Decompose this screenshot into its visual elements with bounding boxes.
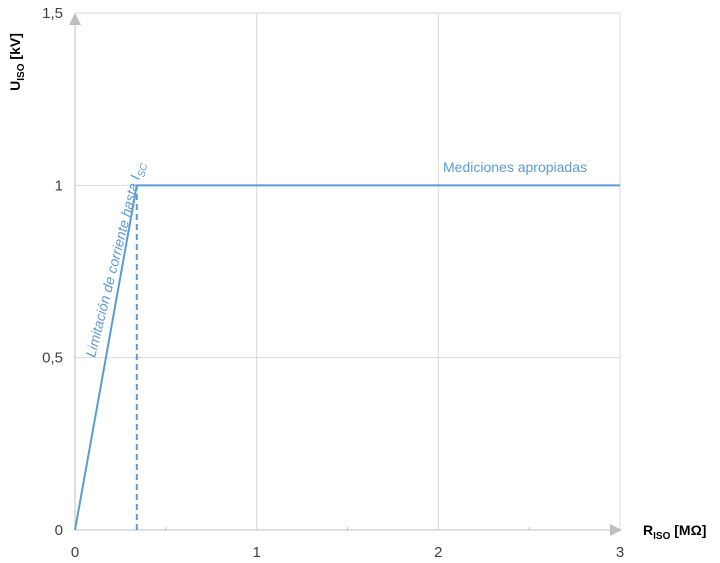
series-line [74, 184, 620, 531]
x-tick-label: 0 [71, 544, 79, 561]
y-tick-label: 0,5 [42, 350, 63, 367]
current-limitation-text: Limitación de corriente hasta I [82, 174, 143, 359]
x-tick-label: 1 [252, 544, 260, 561]
x-axis-arrow-icon [610, 524, 622, 536]
x-axis-title-main: R [643, 522, 653, 538]
y-tick-label: 1 [55, 177, 63, 194]
x-axis-title: RISO [MΩ] [643, 522, 706, 542]
grid [75, 12, 621, 530]
y-axis-title-sub: ISO [16, 63, 27, 80]
x-tick-label: 2 [434, 544, 442, 561]
y-axis-title-main: U [7, 81, 23, 91]
current-limitation-annotation: Limitación de corriente hasta ISC [82, 159, 150, 359]
y-tick-label: 0 [55, 522, 63, 539]
appropriate-measurements-annotation: Mediciones apropiadas [443, 159, 587, 175]
axes [69, 13, 622, 536]
y-axis-arrow-icon [69, 13, 81, 25]
series-layer [74, 184, 620, 531]
x-axis-title-sub: ISO [653, 531, 670, 542]
x-tick-label: 3 [616, 544, 624, 561]
tick-labels: 0 0,5 1 1,5 0 1 2 3 [42, 5, 624, 561]
y-axis-title-unit: [kV] [7, 33, 23, 63]
y-axis-title: UISO [kV] [7, 33, 27, 91]
x-axis-title-unit: [MΩ] [670, 522, 706, 538]
current-limitation-sub: SC [136, 162, 150, 179]
y-tick-label: 1,5 [42, 5, 63, 22]
